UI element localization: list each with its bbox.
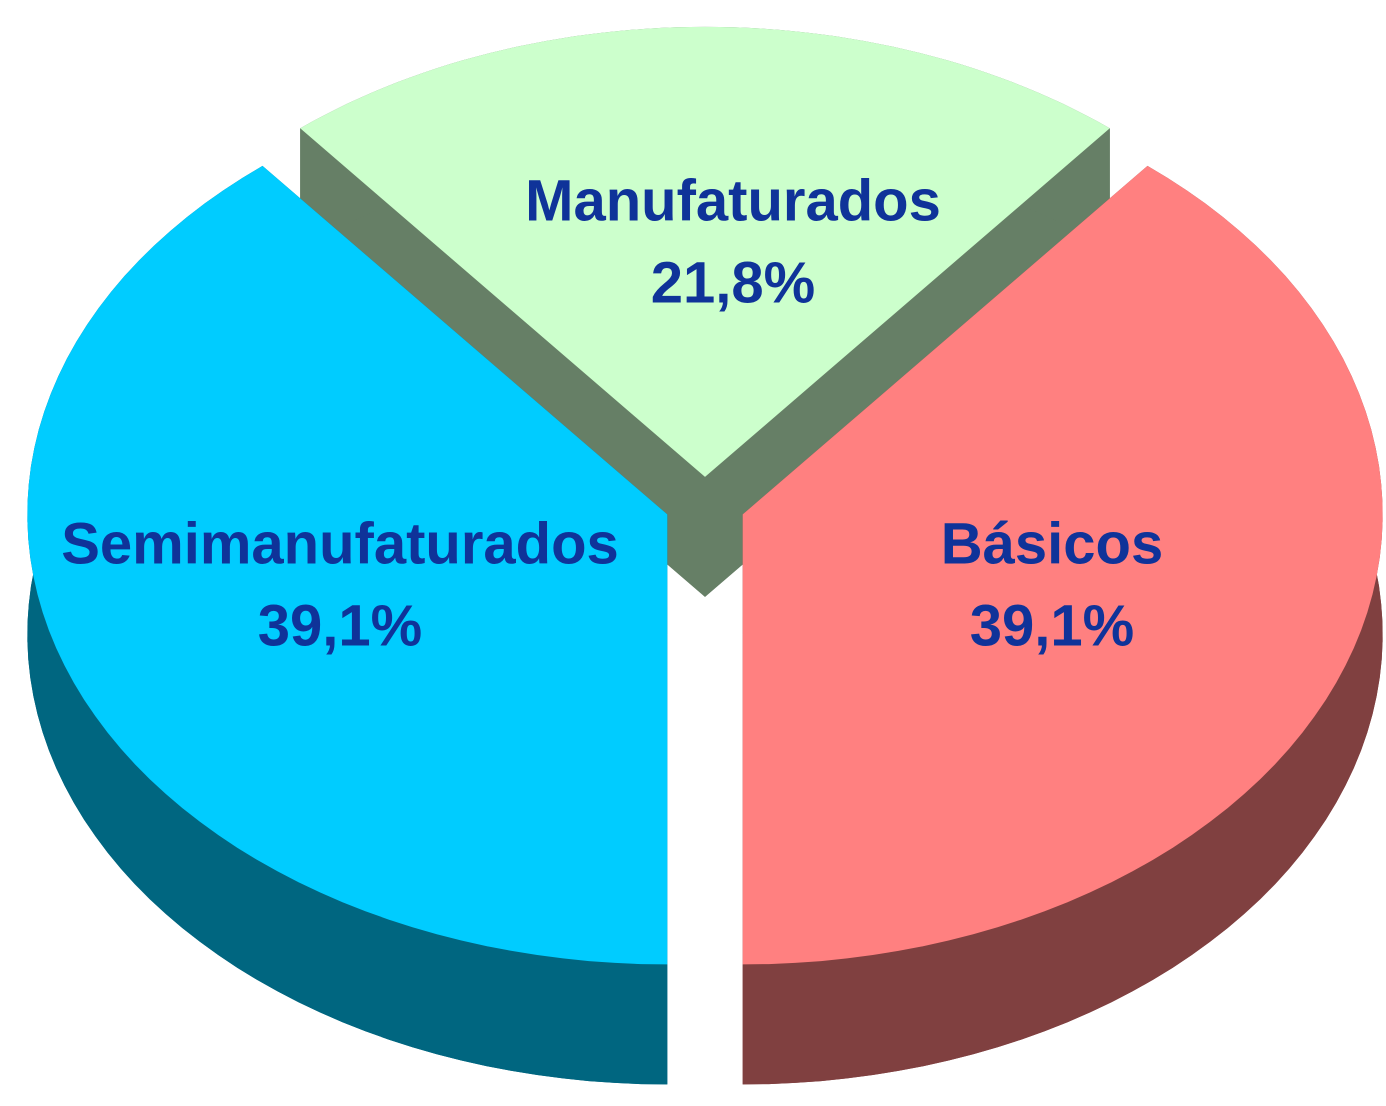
slice [742,165,1383,965]
slice-value-label: 39,1% [970,593,1134,658]
slice-value-label: 39,1% [258,593,422,658]
slice [300,26,1110,477]
slice-label: Semimanufaturados [61,511,619,576]
slice-label: Manufaturados [525,168,941,233]
slices [27,26,1383,1085]
slice-side [27,165,668,1085]
slice-value-label: 21,8% [651,250,815,315]
slice-label: Básicos [941,511,1163,576]
slice [27,165,668,965]
slice-side [742,165,1383,1085]
